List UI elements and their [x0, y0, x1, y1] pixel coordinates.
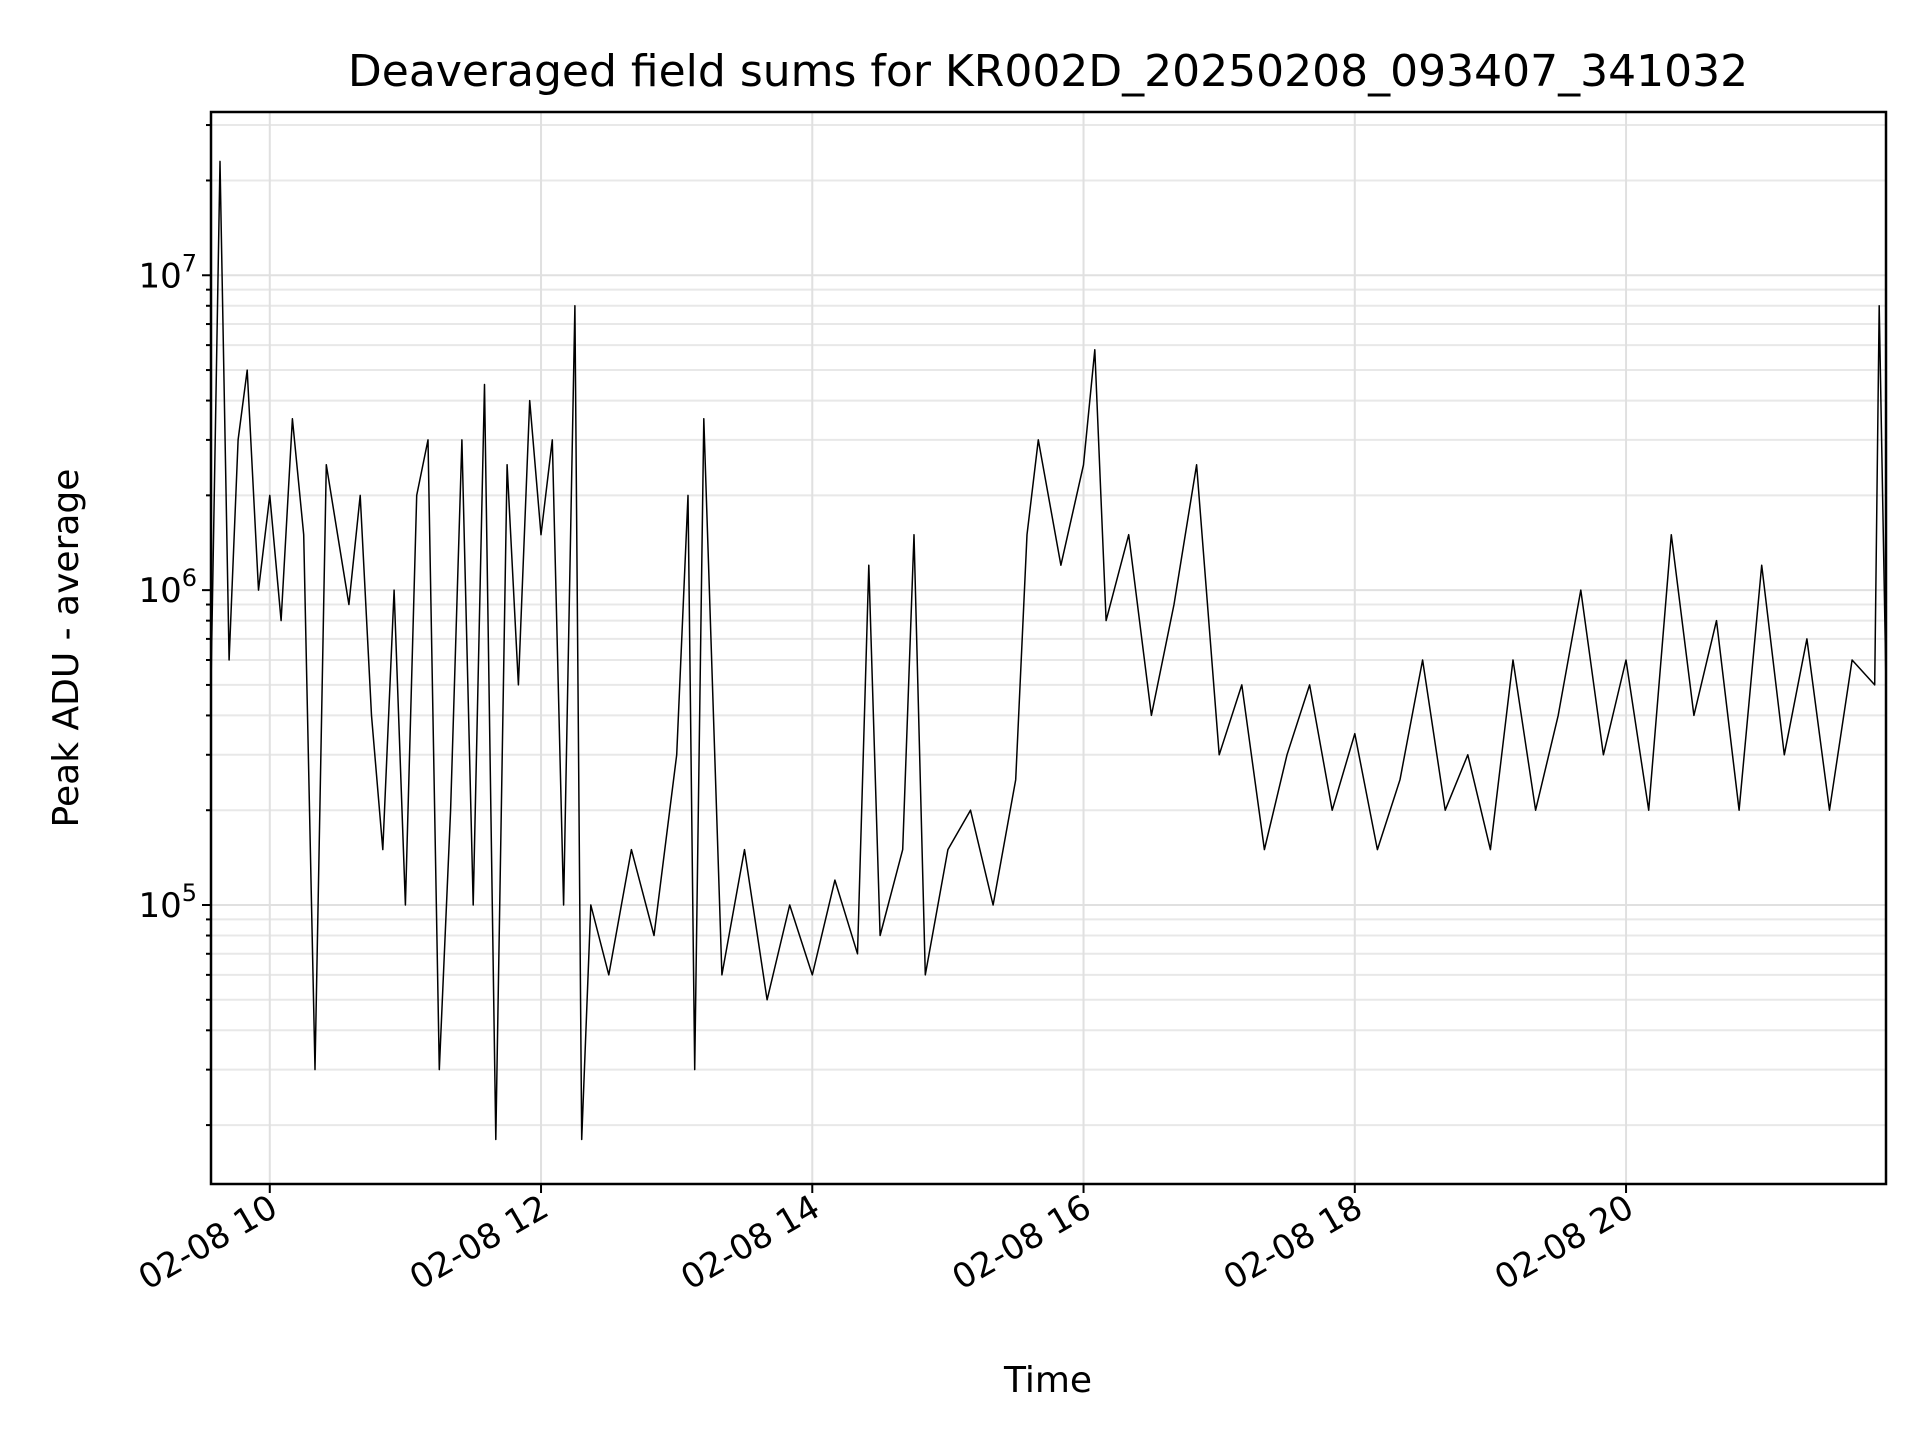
x-axis-label: Time — [1003, 1360, 1092, 1401]
y-tick-label: 106 — [138, 564, 197, 611]
chart-title: Deaveraged field sums for KR002D_2025020… — [348, 46, 1748, 97]
y-axis-label: Peak ADU - average — [46, 469, 87, 828]
y-tick-label: 107 — [138, 249, 197, 296]
series-line-group — [210, 160, 1887, 1141]
y-tick-label: 105 — [138, 879, 197, 926]
series-line — [210, 160, 1887, 1141]
plot-frame — [209, 110, 1888, 1186]
